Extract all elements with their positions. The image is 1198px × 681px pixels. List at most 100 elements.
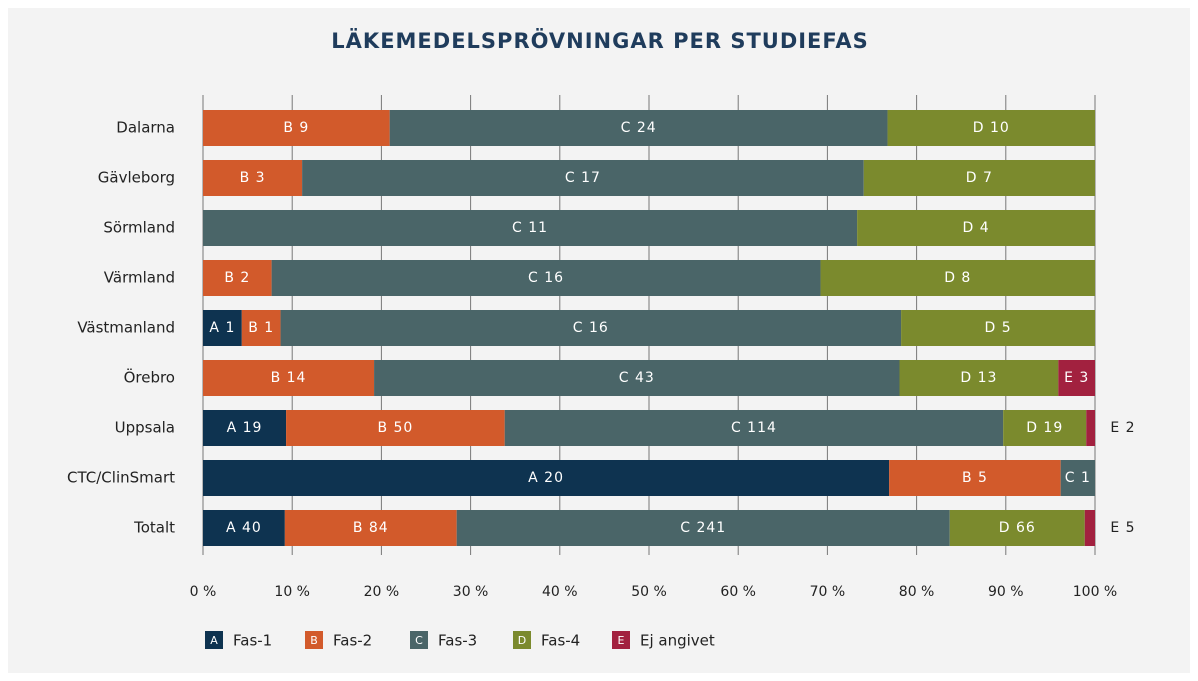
bar-segment xyxy=(203,260,272,296)
legend-label: Fas-2 xyxy=(333,632,372,650)
legend-letter: C xyxy=(415,634,423,647)
value-label: C 17 xyxy=(565,170,601,186)
bar-segment xyxy=(863,160,1095,196)
legend-label: Fas-1 xyxy=(233,632,272,650)
bar-segment xyxy=(203,360,375,396)
bar-segment xyxy=(389,110,888,146)
value-label: E 5 xyxy=(1110,520,1135,536)
x-tick-label: 0 % xyxy=(190,584,217,600)
bar-segment xyxy=(504,410,1004,446)
bar-segment xyxy=(203,160,303,196)
bar-segment xyxy=(857,210,1095,246)
value-label: E 2 xyxy=(1110,420,1135,436)
legend-swatch xyxy=(410,631,428,649)
legend-letter: A xyxy=(210,634,218,647)
bar-segment xyxy=(203,110,390,146)
value-label: C 114 xyxy=(731,420,777,436)
value-label: C 16 xyxy=(528,270,564,286)
value-label: B 14 xyxy=(271,370,307,386)
legend-swatch xyxy=(305,631,323,649)
bar-segment xyxy=(887,110,1095,146)
y-tick-label: CTC/ClinSmart xyxy=(67,469,175,487)
bar-segment xyxy=(203,460,890,496)
y-tick-label: Dalarna xyxy=(116,119,175,137)
value-label: D 8 xyxy=(944,270,971,286)
bar-segment xyxy=(1058,360,1095,396)
x-tick-label: 70 % xyxy=(810,584,846,600)
x-tick-label: 50 % xyxy=(631,584,667,600)
bar-segment xyxy=(203,210,858,246)
bar-segment xyxy=(203,510,285,546)
bar-segment xyxy=(1086,410,1095,446)
bar-segment xyxy=(302,160,864,196)
x-tick-label: 80 % xyxy=(899,584,935,600)
legend-swatch xyxy=(513,631,531,649)
bar-segment xyxy=(286,410,505,446)
value-label: B 5 xyxy=(962,470,988,486)
x-tick-label: 10 % xyxy=(274,584,310,600)
value-label: C 24 xyxy=(621,120,657,136)
bar-segment xyxy=(1060,460,1095,496)
value-label: A 1 xyxy=(209,320,235,336)
value-label: C 16 xyxy=(573,320,609,336)
value-label: D 7 xyxy=(966,170,993,186)
legend-label: Ej angivet xyxy=(640,632,715,650)
legend-letter: E xyxy=(618,634,625,647)
value-label: B 9 xyxy=(283,120,309,136)
value-label: C 1 xyxy=(1065,470,1091,486)
x-tick-label: 30 % xyxy=(453,584,489,600)
x-tick-label: 60 % xyxy=(720,584,756,600)
bar-segment xyxy=(949,510,1085,546)
value-label: E 3 xyxy=(1064,370,1089,386)
x-tick-label: 20 % xyxy=(364,584,400,600)
value-label: B 1 xyxy=(248,320,274,336)
bar-segment xyxy=(271,260,821,296)
value-label: D 66 xyxy=(999,520,1036,536)
y-tick-label: Gävleborg xyxy=(98,169,175,187)
value-label: B 2 xyxy=(224,270,250,286)
value-label: A 19 xyxy=(227,420,263,436)
value-label: B 84 xyxy=(353,520,389,536)
y-tick-label: Örebro xyxy=(124,368,175,387)
legend-label: Fas-4 xyxy=(541,632,580,650)
legend-letter: B xyxy=(310,634,318,647)
y-tick-label: Uppsala xyxy=(115,419,175,437)
bar-segment xyxy=(889,460,1061,496)
bar-segment xyxy=(280,310,902,346)
value-label: A 20 xyxy=(528,470,564,486)
bar-segment xyxy=(284,510,457,546)
bar-segment xyxy=(203,310,242,346)
bar-segment xyxy=(1003,410,1087,446)
value-label: D 10 xyxy=(973,120,1010,136)
bar-segment xyxy=(901,310,1095,346)
value-label: C 241 xyxy=(680,520,726,536)
y-tick-label: Värmland xyxy=(104,269,175,287)
y-tick-label: Totalt xyxy=(133,519,175,537)
legend-swatch xyxy=(205,631,223,649)
legend-label: Fas-3 xyxy=(438,632,477,650)
x-tick-label: 40 % xyxy=(542,584,578,600)
value-label: D 5 xyxy=(984,320,1011,336)
value-label: D 13 xyxy=(960,370,997,386)
bar-segment xyxy=(456,510,950,546)
value-label: B 3 xyxy=(240,170,266,186)
legend-letter: D xyxy=(518,634,526,647)
x-tick-label: 90 % xyxy=(988,584,1024,600)
x-tick-label: 100 % xyxy=(1073,584,1117,600)
value-label: C 11 xyxy=(512,220,548,236)
bar-segment xyxy=(899,360,1059,396)
bar-segment xyxy=(820,260,1095,296)
y-tick-label: Västmanland xyxy=(77,319,175,337)
value-label: B 50 xyxy=(377,420,413,436)
bar-segment xyxy=(241,310,281,346)
bar-segment xyxy=(203,410,287,446)
value-label: D 19 xyxy=(1026,420,1063,436)
value-label: C 43 xyxy=(619,370,655,386)
bar-segment xyxy=(1084,510,1095,546)
y-tick-label: Sörmland xyxy=(103,219,175,237)
legend-swatch xyxy=(612,631,630,649)
chart-title: LÄKEMEDELSPRÖVNINGAR PER STUDIEFAS xyxy=(331,28,868,53)
value-label: D 4 xyxy=(962,220,989,236)
bar-segment xyxy=(374,360,900,396)
